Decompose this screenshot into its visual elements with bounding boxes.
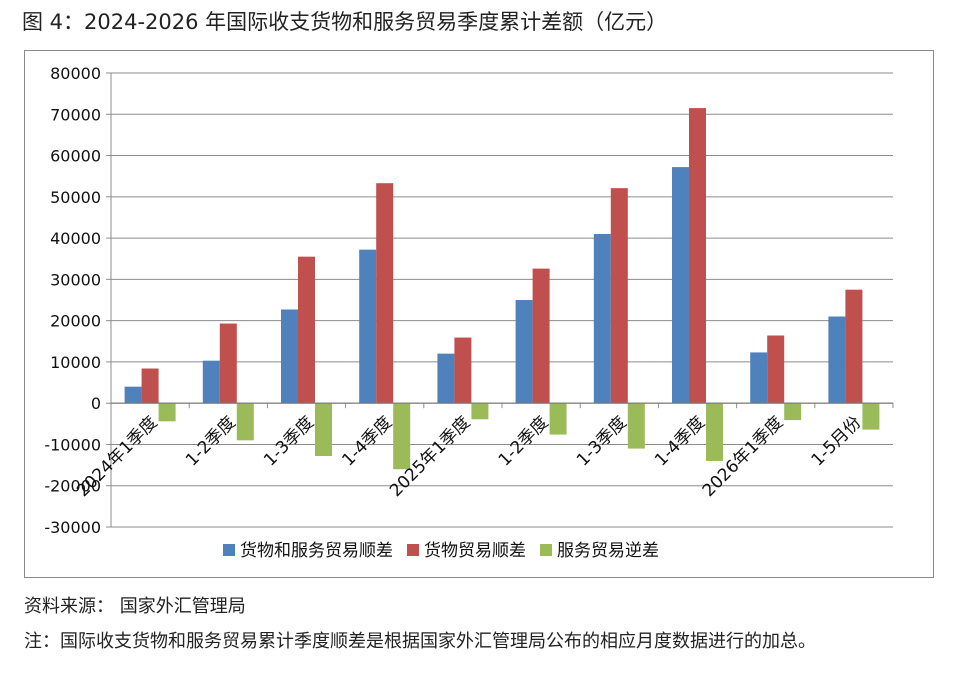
bar-3: [549, 403, 567, 435]
y-tick-label: -10000: [44, 435, 101, 454]
bar-3: [315, 403, 332, 457]
bar-2: [376, 183, 394, 404]
bar-1: [828, 316, 846, 404]
x-tick-label: 1-2季度: [182, 413, 240, 471]
y-tick-label: 40000: [50, 229, 101, 248]
legend-label-2: 货物贸易顺差: [424, 541, 526, 561]
legend-swatch-1: [223, 544, 235, 556]
bar-1: [672, 167, 689, 404]
bar-2: [689, 108, 706, 404]
bar-3: [706, 403, 723, 461]
chart-frame: -30000 -20000 -10000 0 10000 20000 30000 40000 5…: [24, 50, 934, 578]
legend-swatch-2: [407, 544, 419, 556]
bar-2: [141, 368, 159, 404]
bar-2: [219, 323, 237, 404]
bar-3: [158, 403, 176, 422]
figure-title: 图 4：2024-2026 年国际收支货物和服务贸易季度累计差额（亿元）: [22, 10, 668, 34]
x-tick-label: 1-2季度: [495, 413, 553, 471]
bar-1: [515, 300, 533, 404]
bar-2: [845, 289, 863, 404]
y-tick-label: 70000: [50, 105, 101, 124]
legend-label-1: 货物和服务贸易顺差: [240, 541, 393, 561]
bar-2: [767, 335, 785, 404]
legend-swatch-3: [540, 544, 552, 556]
bar-1: [202, 360, 220, 404]
y-tick-label: 10000: [50, 353, 101, 372]
legend-label-3: 服务贸易逆差: [557, 541, 659, 561]
bar-2: [454, 337, 472, 404]
bar-2: [298, 256, 315, 404]
bar-chart: -30000 -20000 -10000 0 10000 20000 30000 40000 5…: [44, 64, 894, 561]
bar-3: [862, 403, 880, 430]
bar-3: [627, 403, 645, 449]
bar-1: [281, 309, 298, 404]
y-tick-label: 0: [91, 394, 101, 413]
bar-1: [750, 352, 768, 404]
source-note: 资料来源： 国家外汇管理局: [24, 596, 246, 617]
y-tick-label: 20000: [50, 312, 101, 331]
bar-1: [359, 249, 377, 404]
x-tick-label: 2024年1季度: [73, 413, 161, 501]
x-tick-label: 1-4季度: [651, 413, 709, 471]
x-tick-label: 1-5月份: [808, 413, 866, 471]
y-tick-label: -30000: [44, 518, 101, 537]
y-tick-label: 80000: [50, 64, 101, 83]
x-tick-label: 1-3季度: [260, 413, 318, 471]
bar-1: [593, 233, 611, 404]
y-tick-label: 30000: [50, 270, 101, 289]
bar-1: [437, 353, 455, 404]
bar-3: [471, 403, 489, 420]
bar-2: [532, 268, 550, 404]
y-tick-label: 60000: [50, 147, 101, 166]
y-tick-label: 50000: [50, 188, 101, 207]
bar-3: [784, 403, 802, 421]
bar-3: [236, 403, 254, 441]
x-tick-label: 1-3季度: [573, 413, 631, 471]
bar-3: [393, 403, 411, 470]
bar-2: [610, 188, 628, 404]
y-tick-label: -20000: [44, 477, 101, 496]
footnote: 注：国际收支货物和服务贸易累计季度顺差是根据国家外汇管理局公布的相应月度数据进行…: [24, 631, 816, 652]
bar-1: [124, 386, 142, 404]
x-tick-label: 1-4季度: [338, 413, 396, 471]
